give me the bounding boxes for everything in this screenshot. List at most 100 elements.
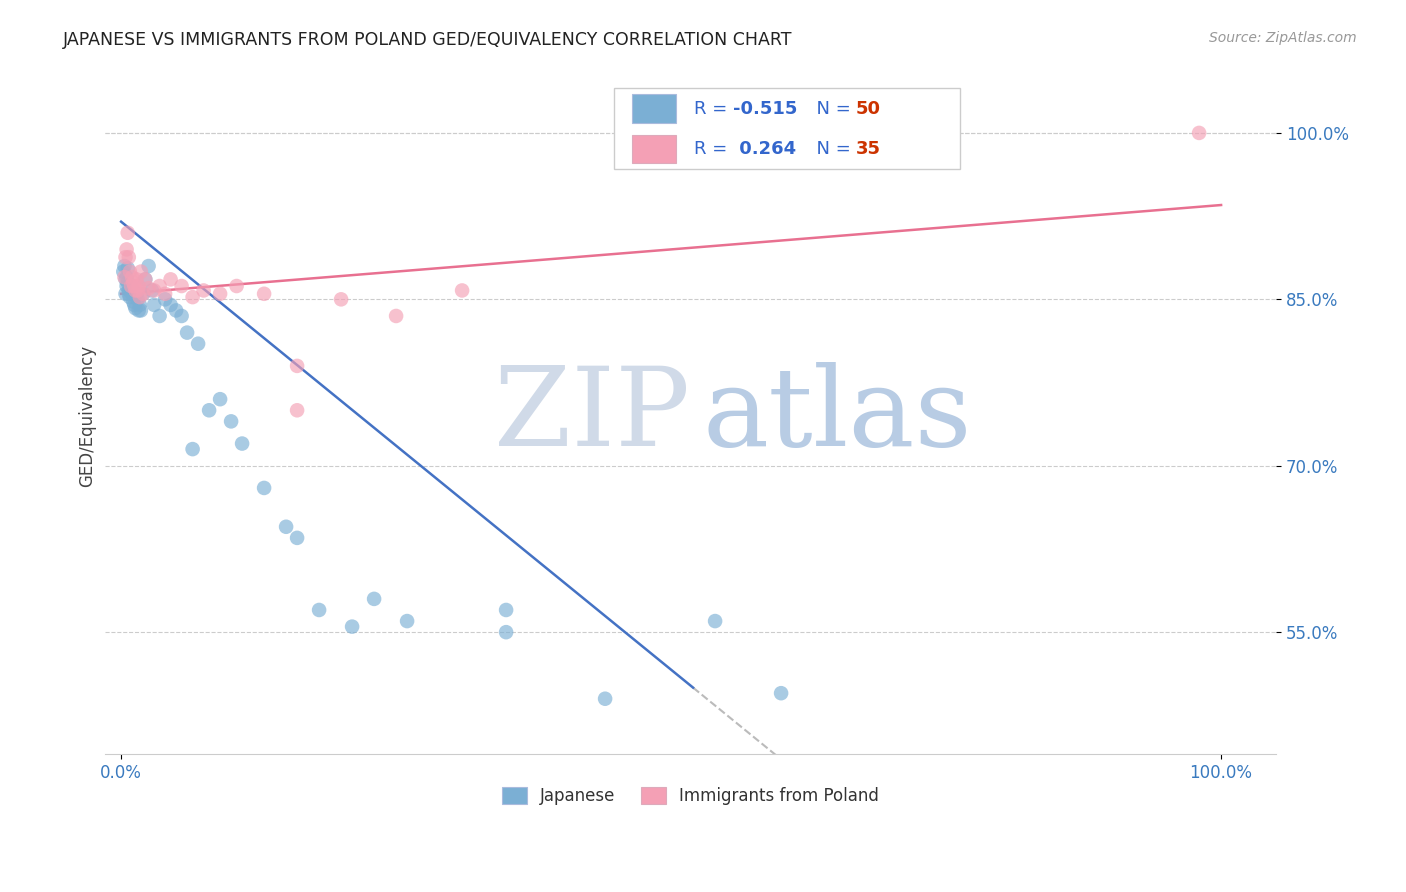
Point	[125, 272, 148, 286]
Text: R =: R =	[695, 100, 733, 118]
Point	[149, 279, 172, 293]
Point	[138, 259, 160, 273]
Point	[138, 281, 160, 295]
Y-axis label: GED/Equivalency: GED/Equivalency	[79, 345, 96, 487]
Point	[121, 286, 143, 301]
Point	[121, 270, 143, 285]
Point	[385, 309, 408, 323]
Legend: Japanese, Immigrants from Poland: Japanese, Immigrants from Poland	[494, 779, 887, 814]
Point	[118, 250, 141, 264]
Point	[115, 270, 138, 285]
Point	[114, 250, 136, 264]
Point	[114, 286, 136, 301]
Text: atlas: atlas	[702, 362, 972, 469]
Point	[129, 303, 152, 318]
Point	[285, 403, 308, 417]
Point	[115, 279, 138, 293]
Point	[149, 309, 172, 323]
Point	[120, 279, 142, 293]
Text: N =: N =	[806, 140, 856, 158]
Point	[128, 290, 150, 304]
Text: ZIP: ZIP	[495, 362, 690, 469]
FancyBboxPatch shape	[631, 135, 676, 163]
Text: 50: 50	[855, 100, 880, 118]
Point	[118, 284, 141, 298]
Point	[128, 298, 150, 312]
Point	[124, 284, 146, 298]
Point	[593, 691, 616, 706]
Point	[124, 301, 146, 316]
Point	[112, 264, 135, 278]
Point	[124, 298, 146, 312]
Point	[132, 286, 155, 301]
Point	[187, 336, 209, 351]
Point	[118, 264, 141, 278]
Point	[1188, 126, 1211, 140]
Point	[181, 290, 204, 304]
Point	[118, 286, 141, 301]
Point	[143, 284, 166, 298]
Point	[134, 272, 156, 286]
Point	[396, 614, 419, 628]
Point	[124, 279, 146, 293]
Point	[153, 286, 176, 301]
Text: -0.515: -0.515	[733, 100, 797, 118]
Point	[274, 520, 297, 534]
Text: Source: ZipAtlas.com: Source: ZipAtlas.com	[1209, 31, 1357, 45]
Point	[181, 442, 204, 456]
Point	[112, 259, 135, 273]
Point	[198, 403, 221, 417]
Point	[118, 290, 141, 304]
Point	[253, 286, 276, 301]
Point	[143, 298, 166, 312]
Point	[225, 279, 247, 293]
Point	[122, 276, 145, 290]
Point	[231, 436, 253, 450]
Point	[170, 309, 193, 323]
Point	[128, 303, 150, 318]
Point	[127, 293, 149, 307]
Point	[495, 603, 517, 617]
Point	[125, 286, 148, 301]
Point	[165, 303, 187, 318]
Point	[219, 414, 242, 428]
Point	[132, 286, 155, 301]
Point	[451, 284, 474, 298]
Point	[159, 272, 181, 286]
Point	[253, 481, 276, 495]
Point	[112, 270, 135, 285]
Point	[285, 359, 308, 373]
Point	[122, 294, 145, 309]
Point	[209, 392, 232, 407]
Point	[129, 264, 152, 278]
Point	[770, 686, 793, 700]
Point	[176, 326, 198, 340]
Point	[115, 243, 138, 257]
Point	[153, 293, 176, 307]
Point	[170, 279, 193, 293]
Point	[193, 284, 215, 298]
Point	[114, 272, 136, 286]
Point	[141, 284, 163, 298]
Point	[285, 531, 308, 545]
Point	[134, 272, 156, 286]
Point	[117, 226, 139, 240]
Point	[159, 298, 181, 312]
Point	[704, 614, 727, 628]
Text: R =: R =	[695, 140, 733, 158]
Text: JAPANESE VS IMMIGRANTS FROM POLAND GED/EQUIVALENCY CORRELATION CHART: JAPANESE VS IMMIGRANTS FROM POLAND GED/E…	[63, 31, 793, 49]
Text: 0.264: 0.264	[733, 140, 796, 158]
FancyBboxPatch shape	[614, 87, 960, 169]
FancyBboxPatch shape	[631, 95, 676, 123]
Point	[117, 261, 139, 276]
Text: 35: 35	[855, 140, 880, 158]
Point	[330, 293, 353, 307]
Point	[209, 286, 232, 301]
Point	[495, 625, 517, 640]
Point	[127, 284, 149, 298]
Point	[340, 619, 363, 633]
Point	[117, 276, 139, 290]
Point	[363, 591, 385, 606]
Text: N =: N =	[806, 100, 856, 118]
Point	[128, 279, 150, 293]
